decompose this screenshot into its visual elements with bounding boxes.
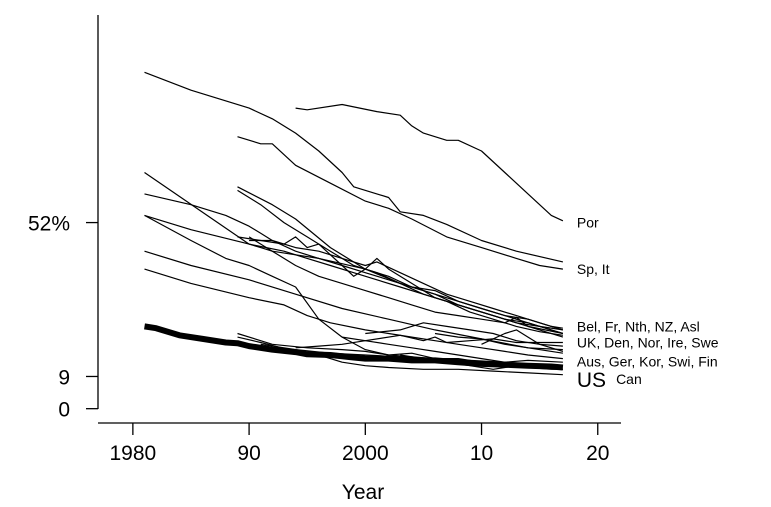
- series-line-9: [144, 250, 563, 354]
- series-line-3: [237, 136, 563, 270]
- series-line-10: [144, 214, 563, 370]
- series-line-4: [237, 186, 563, 331]
- series-line-2: [144, 71, 564, 263]
- ticks: 1980 90 2000 10 20 0 9 52%: [28, 213, 609, 465]
- series-end-label: US: [577, 369, 606, 392]
- series-end-label: Aus, Ger, Kor, Swi, Fin: [577, 353, 718, 369]
- series-end-label: Sp, It: [577, 261, 610, 277]
- x-tick-label: 10: [470, 442, 493, 465]
- series-line-21: [481, 329, 564, 352]
- y-tick-label: 0: [58, 399, 70, 422]
- series-line-7: [144, 193, 564, 335]
- series-end-label: Can: [616, 371, 642, 387]
- series-line-6: [144, 172, 563, 329]
- series-line-22: [434, 332, 563, 351]
- series-line-24: [144, 323, 564, 371]
- axes: [97, 15, 621, 424]
- series-line-23: [249, 239, 564, 331]
- series-line-1: [295, 103, 564, 222]
- x-tick-label: 2000: [342, 442, 389, 465]
- series-end-label: UK, Den, Nor, Ire, Swe: [577, 334, 719, 350]
- y-tick-label: 9: [58, 366, 70, 389]
- series-end-label: Por: [577, 215, 599, 231]
- series-line-16: [295, 334, 563, 349]
- x-tick-label: 20: [586, 442, 609, 465]
- x-axis-title: Year: [342, 481, 384, 504]
- x-tick-label: 1980: [110, 442, 157, 465]
- plot-lines: [144, 71, 564, 376]
- series-line-11: [144, 268, 563, 360]
- y-tick-label: 52%: [28, 213, 70, 236]
- x-tick-label: 90: [237, 442, 260, 465]
- series-line-17: [365, 322, 563, 347]
- series-line-13: [248, 236, 564, 335]
- series-end-label: Bel, Fr, Nth, NZ, Asl: [577, 318, 700, 334]
